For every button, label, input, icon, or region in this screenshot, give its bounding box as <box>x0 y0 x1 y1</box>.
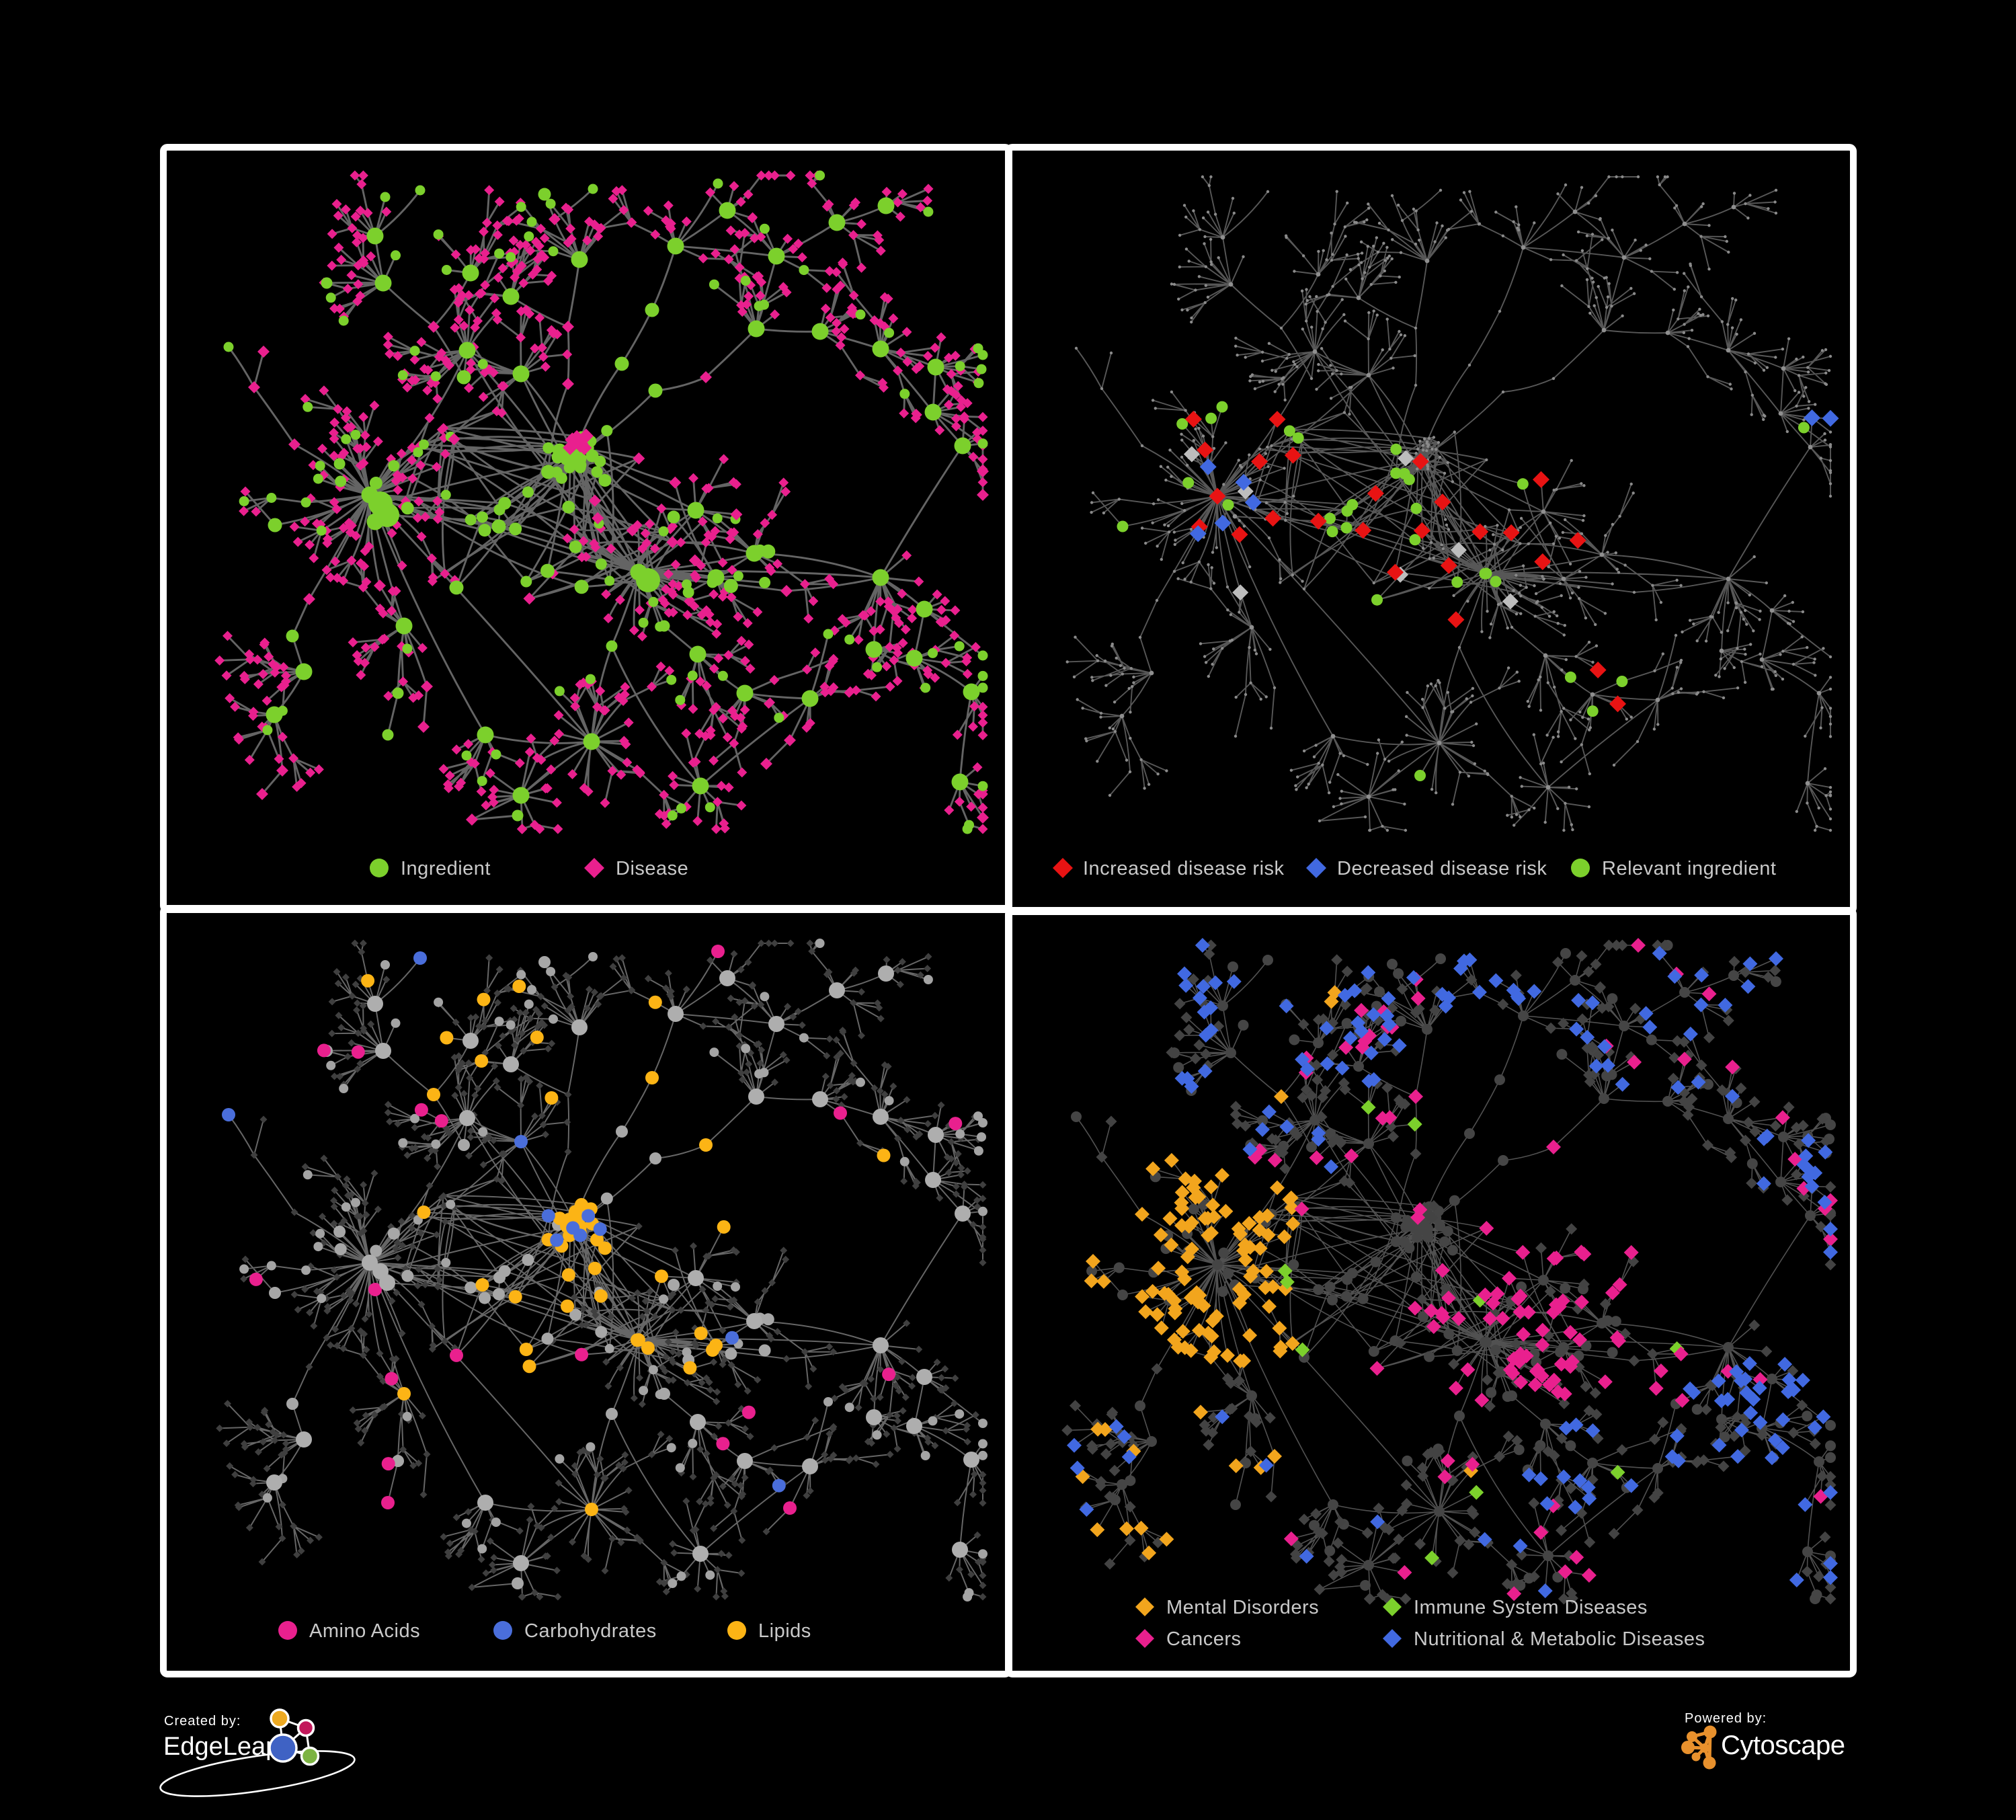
svg-text:Carbohydrates: Carbohydrates <box>524 1620 657 1642</box>
svg-text:Ingredient: Ingredient <box>401 858 491 879</box>
svg-text:Increased disease risk: Increased disease risk <box>1083 858 1285 879</box>
svg-text:Disease: Disease <box>616 858 688 879</box>
svg-text:Relevant ingredient: Relevant ingredient <box>1602 858 1776 879</box>
svg-text:Nutritional & Metabolic Diseas: Nutritional & Metabolic Diseases <box>1414 1628 1705 1650</box>
svg-text:Amino Acids: Amino Acids <box>309 1620 420 1642</box>
svg-text:Immune System Diseases: Immune System Diseases <box>1414 1597 1648 1618</box>
svg-text:Lipids: Lipids <box>758 1620 811 1642</box>
svg-text:Created by:: Created by: <box>164 1714 241 1729</box>
svg-text:EdgeLeap: EdgeLeap <box>163 1733 280 1761</box>
svg-text:Powered by:: Powered by: <box>1685 1711 1767 1726</box>
svg-text:Mental Disorders: Mental Disorders <box>1166 1597 1319 1618</box>
svg-text:Cancers: Cancers <box>1166 1628 1242 1650</box>
svg-text:Cytoscape: Cytoscape <box>1721 1731 1845 1760</box>
svg-text:Decreased disease risk: Decreased disease risk <box>1337 858 1547 879</box>
